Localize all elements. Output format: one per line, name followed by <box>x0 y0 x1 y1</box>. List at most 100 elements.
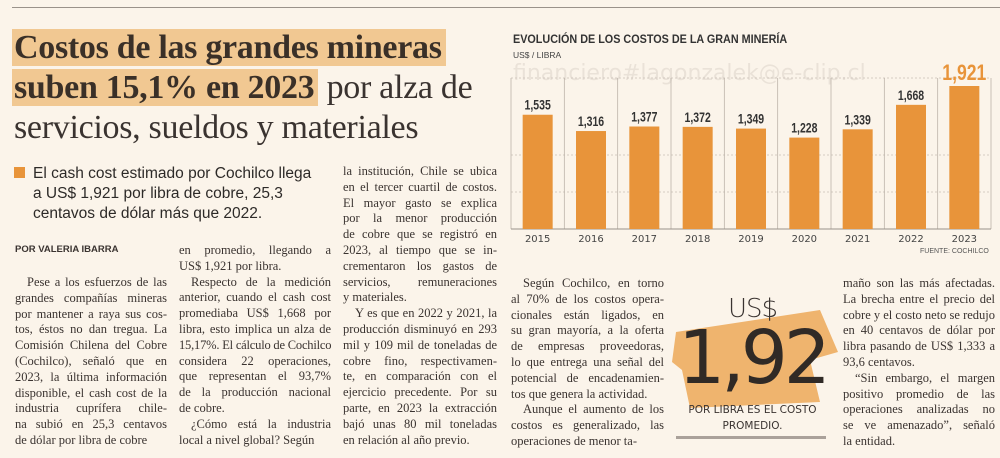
body-column-5: maño son las más afectadas. La brecha ent… <box>843 276 995 450</box>
body-text-line: maño son las más afectadas. <box>843 276 995 290</box>
body-text-line: Pese a los esfuerzos de las <box>27 275 167 289</box>
body-text-line: libra pasando de US$ 1,333 a <box>843 339 995 354</box>
callout-value: 1,92 <box>678 315 831 401</box>
watermark: financiero#lagonzalek@e-clip.cl <box>513 61 866 86</box>
body-text-line: su gran mayoría, a la oferta <box>511 323 664 338</box>
body-text-line: tos que genera la actividad. <box>511 386 648 401</box>
body-text-line: 15,17%. El cálculo de Cochilco <box>179 337 332 352</box>
body-text-line: de empresas proveedoras, <box>511 339 664 354</box>
x-tick-label: 2015 <box>525 234 550 245</box>
body-text-line: operaciones de menor ta- <box>511 433 637 448</box>
body-text-line: se ve amenazado”, señaló <box>843 418 995 433</box>
lead-line: El cash cost estimado por Cochilco llega <box>33 165 312 182</box>
x-tick-label: 2017 <box>632 234 657 245</box>
body-text-line: “Sin embargo, el margen <box>855 370 995 385</box>
bar-2016 <box>576 131 606 229</box>
data-label-2018: 1,372 <box>685 109 711 125</box>
body-text-line: Aunque el aumento de los <box>523 402 664 417</box>
body-text-line: la entidad. <box>843 433 896 448</box>
callout-highlight-shape <box>672 310 838 408</box>
body-text-line: de dólar por libra de cobre <box>15 432 148 447</box>
bar-2021 <box>842 129 873 229</box>
callout-caption: POR LIBRA ES EL COSTO PROMEDIO. <box>670 402 835 434</box>
body-text-line: potencial de encadenamien- <box>511 370 664 385</box>
body-text-line: que representan el 93,7% <box>179 369 331 384</box>
body-text-line: local a nivel global? Según <box>179 432 315 447</box>
x-tick-label: 2022 <box>898 234 923 245</box>
headline-line-3: servicios, sueldos y materiales <box>12 108 419 148</box>
body-text-line: crementaron los gastos de <box>343 258 497 273</box>
body-text-line: promediaba US$ 1,668 por <box>179 306 331 321</box>
body-text-line: anterior, cuando el cash cost <box>179 290 331 305</box>
bar-chart: 1,535 2015 1,316 2016 1,377 2017 1,372 2018 1,34… <box>510 61 992 245</box>
data-label-2016: 1,316 <box>578 114 604 130</box>
body-text-line: La brecha entre el precio del <box>843 291 995 306</box>
top-rule <box>12 7 1000 8</box>
bar-2019 <box>736 128 766 229</box>
bullet-square-icon <box>14 167 25 178</box>
x-tick-label: 2023 <box>952 234 977 245</box>
x-tick-label: 2020 <box>792 234 817 245</box>
body-text-line: por mantener a raya sus cos- <box>15 306 167 321</box>
body-column-4: Según Cochilco, en torno al 70% de los co… <box>511 276 664 450</box>
body-text-line: en promedio, llegando a <box>179 243 331 257</box>
body-text-line: en 40 centavos de dólar por <box>843 323 995 338</box>
body-column-1: Pese a los esfuerzos de las grandes compa… <box>15 275 167 449</box>
bar-2023 <box>949 86 980 229</box>
callout-caption-line: POR LIBRA ES EL COSTO <box>688 404 817 416</box>
callout-currency: US$ <box>727 294 778 324</box>
chart-subtitle: US$ / LIBRA <box>513 50 562 60</box>
body-text-line: en el tercer cuartil de costos. <box>343 179 497 194</box>
data-label-2019: 1,349 <box>738 111 764 127</box>
body-text-line: Según Cochilco, en torno <box>523 276 664 290</box>
body-text-line: cionales están ligados, en <box>511 307 664 322</box>
body-text-line: te, en comparación con el <box>343 369 497 384</box>
body-text-line: Y es que en 2022 y 2021, la <box>355 306 497 321</box>
x-tick-label: 2016 <box>578 234 603 245</box>
lead-line: a US$ 1,921 por libra de cobre, 25,3 <box>33 185 283 202</box>
body-text-line: tos, éstos no dan tregua. La <box>15 322 167 337</box>
body-text-line: parte, en 2023 la extracción <box>343 400 497 415</box>
callout-box: US$ 1,92 POR LIBRA ES EL COSTO PROMEDIO. <box>670 290 845 440</box>
body-text-line: industria cuprífera chile- <box>15 401 167 416</box>
body-text-line: considera 22 operaciones, <box>179 353 331 368</box>
bar-2022 <box>896 104 926 229</box>
body-text-line: mil y 109 mil de toneladas de <box>343 337 497 352</box>
headline-line-1: Costos de las grandes mineras <box>12 28 446 68</box>
data-label-2022: 1,668 <box>898 87 924 103</box>
headline-regular: por alza de <box>326 69 473 106</box>
lead-summary: El cash cost estimado por Cochilco llega… <box>14 164 336 224</box>
data-label-2023: 1,921 <box>942 61 986 85</box>
body-text-line: servicios, remuneraciones <box>343 274 497 289</box>
chart-source: FUENTE: COCHILCO <box>920 248 989 255</box>
body-text-line: US$ 1,921 por libra. <box>179 258 282 273</box>
callout-rule <box>676 436 826 439</box>
bar-2017 <box>629 126 660 229</box>
body-column-3: la institución, Chile se ubica en el terc… <box>343 164 497 448</box>
data-label-2020: 1,228 <box>791 120 817 136</box>
body-text-line: bajó unas 80 mil toneladas <box>343 416 497 431</box>
body-text-line: cobre fino, respectivamen- <box>343 353 497 368</box>
body-text-line: Respecto de la medición <box>191 274 331 289</box>
x-tick-label: 2021 <box>845 234 870 245</box>
callout-caption-line: PROMEDIO. <box>722 420 783 432</box>
body-text-line: 2023, la última información <box>15 369 167 384</box>
body-text-line: grandes compañías mineras <box>15 290 167 305</box>
body-text-line: la institución, Chile se ubica <box>343 164 497 178</box>
bar-2018 <box>682 126 713 229</box>
body-text-line: cobre y el costo neto se redujo <box>843 307 996 322</box>
data-label-2017: 1,377 <box>631 109 657 125</box>
body-text-line: y materiales. <box>343 290 407 305</box>
body-column-2: en promedio, llegando a US$ 1,921 por lib… <box>179 243 331 448</box>
bar-2020 <box>789 137 820 229</box>
body-text-line: en relación al año previo. <box>343 432 470 447</box>
body-text-line: de la producción nacional <box>179 385 331 400</box>
body-text-line: libra, esto implica un alza de <box>179 321 331 336</box>
body-text-line: de cobre que se registró en <box>343 227 497 242</box>
body-text-line: 2023, al tiempo que se in- <box>343 242 497 257</box>
lead-line: centavos de dólar más que 2022. <box>33 205 263 222</box>
body-text-line: lo que entrega una señal del <box>511 354 664 369</box>
body-text-line: El mayor gasto se explica <box>343 195 497 210</box>
headline-bold: Costos de las grandes mineras <box>12 29 446 66</box>
body-text-line: producción disminuyó en 293 <box>343 321 497 336</box>
